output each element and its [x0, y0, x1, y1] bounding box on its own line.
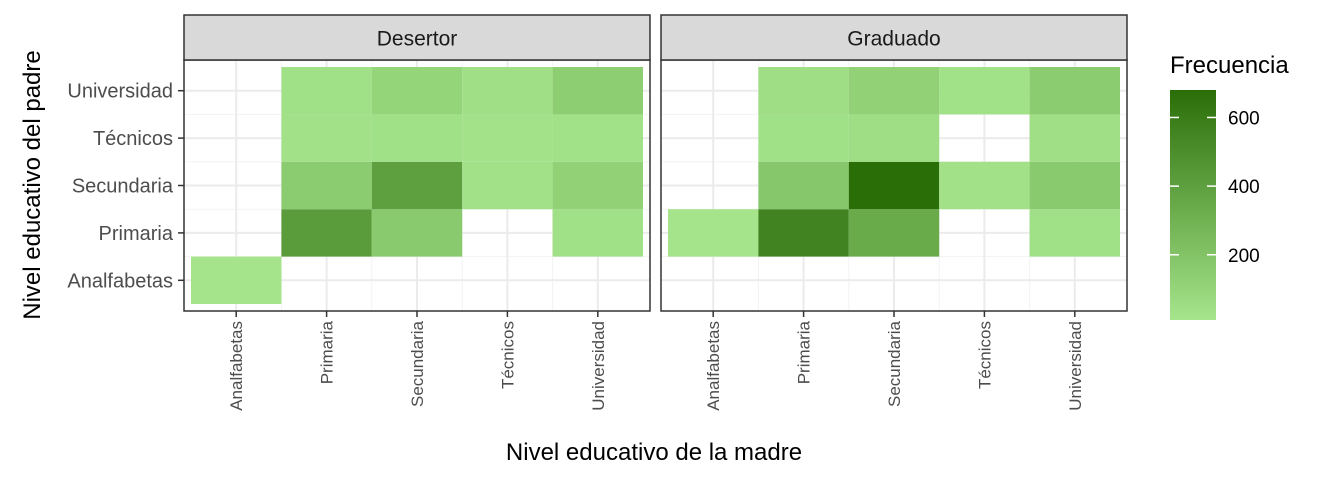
- x-tick-label: Secundaria: [408, 320, 427, 407]
- heatmap-cell: [939, 67, 1030, 115]
- legend: Frecuencia 200 400 600: [1170, 52, 1289, 320]
- heatmap-cell: [848, 209, 940, 257]
- y-tick-label: Primaria: [99, 223, 174, 245]
- legend-title: Frecuencia: [1170, 52, 1289, 79]
- y-tick-label: Analfabetas: [67, 270, 173, 292]
- x-tick-label: Primaria: [795, 320, 814, 384]
- heatmap-cell: [848, 114, 940, 162]
- x-tick-label: Analfabetas: [704, 321, 723, 411]
- heatmap-cell: [552, 209, 643, 257]
- heatmap-cell: [939, 161, 1030, 210]
- heatmap-cell: [281, 161, 372, 210]
- x-tick-label: Técnicos: [498, 321, 517, 389]
- heatmap-cell: [552, 67, 643, 115]
- heatmap-cell: [371, 161, 463, 210]
- x-tick-label: Analfabetas: [227, 321, 246, 411]
- facet-panel: Desertor: [183, 14, 651, 312]
- facet-panel: Graduado: [660, 14, 1128, 312]
- facet-label: Desertor: [377, 28, 458, 51]
- heatmap-cell: [1029, 209, 1120, 257]
- heatmap-cell: [462, 114, 553, 162]
- x-tick-label: Universidad: [1066, 321, 1085, 411]
- heatmap-cell: [281, 114, 372, 162]
- legend-colorbar: [1170, 90, 1216, 320]
- heatmap-cell: [371, 209, 463, 257]
- y-axis: Analfabetas Primaria Secundaria Técnicos Uni…: [67, 81, 184, 292]
- x-axis-title: Nivel educativo de la madre: [506, 439, 802, 466]
- heatmap-cell: [758, 209, 849, 257]
- legend-tick-label: 600: [1228, 108, 1260, 129]
- heatmap-cell: [191, 256, 282, 304]
- facet-label: Graduado: [847, 28, 940, 51]
- heatmap-cell: [281, 67, 372, 115]
- legend-tick-label: 200: [1228, 246, 1260, 267]
- heatmap-cell: [758, 67, 849, 115]
- panels-layer: Desertor Graduado: [183, 14, 1128, 312]
- facet-strip: [183, 14, 651, 61]
- heatmap-cell: [552, 161, 643, 210]
- heatmap-cell: [1029, 114, 1120, 162]
- heatmap-cell: [1029, 67, 1120, 115]
- heatmap-cell: [462, 161, 553, 210]
- heatmap-cell: [552, 114, 643, 162]
- x-axis: Analfabetas Primaria Secundaria Técnicos Uni…: [227, 311, 1085, 411]
- y-axis-title: Nivel educativo del padre: [19, 50, 46, 320]
- y-tick-label: Técnicos: [93, 128, 173, 150]
- heatmap-cell: [1029, 161, 1120, 210]
- x-tick-label: Universidad: [589, 321, 608, 411]
- heatmap-cell: [848, 161, 940, 210]
- y-tick-label: Universidad: [67, 81, 173, 103]
- heatmap-cell: [371, 114, 463, 162]
- heatmap-cell: [758, 161, 849, 210]
- heatmap-cell: [848, 67, 940, 115]
- heatmap-cell: [462, 67, 553, 115]
- heatmap-cell: [758, 114, 849, 162]
- heatmap-cell: [281, 209, 372, 257]
- x-tick-label: Primaria: [318, 320, 337, 384]
- x-tick-label: Secundaria: [885, 320, 904, 407]
- facet-strip: [660, 14, 1128, 61]
- legend-tick-label: 400: [1228, 177, 1260, 198]
- x-tick-label: Técnicos: [975, 321, 994, 389]
- heatmap-cell: [668, 209, 759, 257]
- y-tick-label: Secundaria: [72, 176, 174, 198]
- heatmap-cell: [371, 67, 463, 115]
